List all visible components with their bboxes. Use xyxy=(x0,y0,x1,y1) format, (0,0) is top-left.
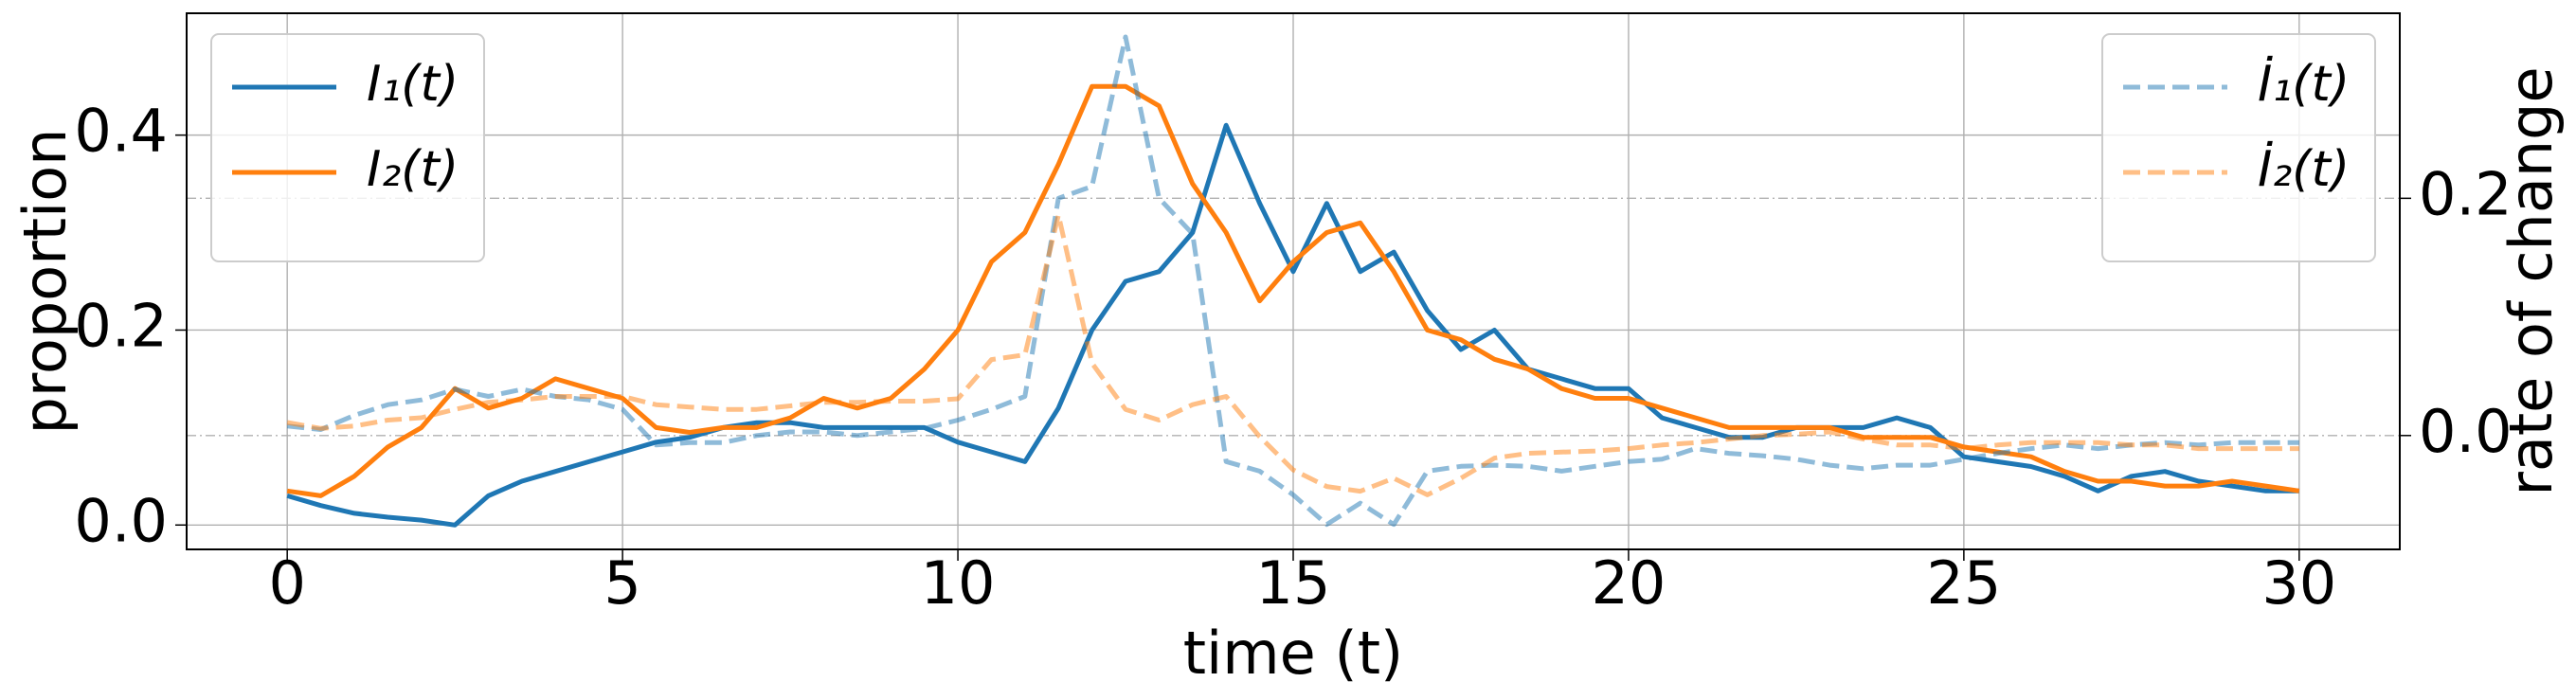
grid xyxy=(187,13,2400,549)
x-tick-label: 20 xyxy=(1591,548,1666,618)
legend: I₁(t) I₂(t) xyxy=(210,33,485,262)
legend-box xyxy=(2101,33,2376,262)
x-axis-label: time (t) xyxy=(1183,619,1403,688)
legend-label: İ₁(t) xyxy=(2258,55,2350,113)
y2-tick-label: 0.0 xyxy=(2419,397,2513,466)
y2-tick-label: 0.2 xyxy=(2419,159,2513,228)
y2-axis-label: rate of change xyxy=(2496,66,2566,495)
series-line xyxy=(286,122,2299,528)
y-tick-label: 0.4 xyxy=(74,97,168,166)
x-tick-label: 15 xyxy=(1256,548,1331,618)
axes-frame xyxy=(186,12,2401,550)
series-line xyxy=(286,83,2300,498)
series-line xyxy=(286,212,2299,497)
legend-label: İ₂(t) xyxy=(2258,140,2350,198)
legend-label: I₂(t) xyxy=(367,141,459,198)
legend-box xyxy=(210,33,485,262)
x-tick-label: 25 xyxy=(1926,548,2001,618)
series-line xyxy=(286,34,2299,528)
x-tick-label: 30 xyxy=(2261,548,2336,618)
x-tick-label: 5 xyxy=(603,548,640,618)
legend-label: I₁(t) xyxy=(367,56,459,113)
legend: İ₁(t) İ₂(t) xyxy=(2101,33,2376,262)
y-tick-label: 0.2 xyxy=(74,292,168,361)
y-axis-label: proportion xyxy=(10,129,80,435)
x-tick-label: 10 xyxy=(921,548,996,618)
x-tick-label: 0 xyxy=(268,548,305,618)
y-tick-label: 0.0 xyxy=(74,486,168,555)
